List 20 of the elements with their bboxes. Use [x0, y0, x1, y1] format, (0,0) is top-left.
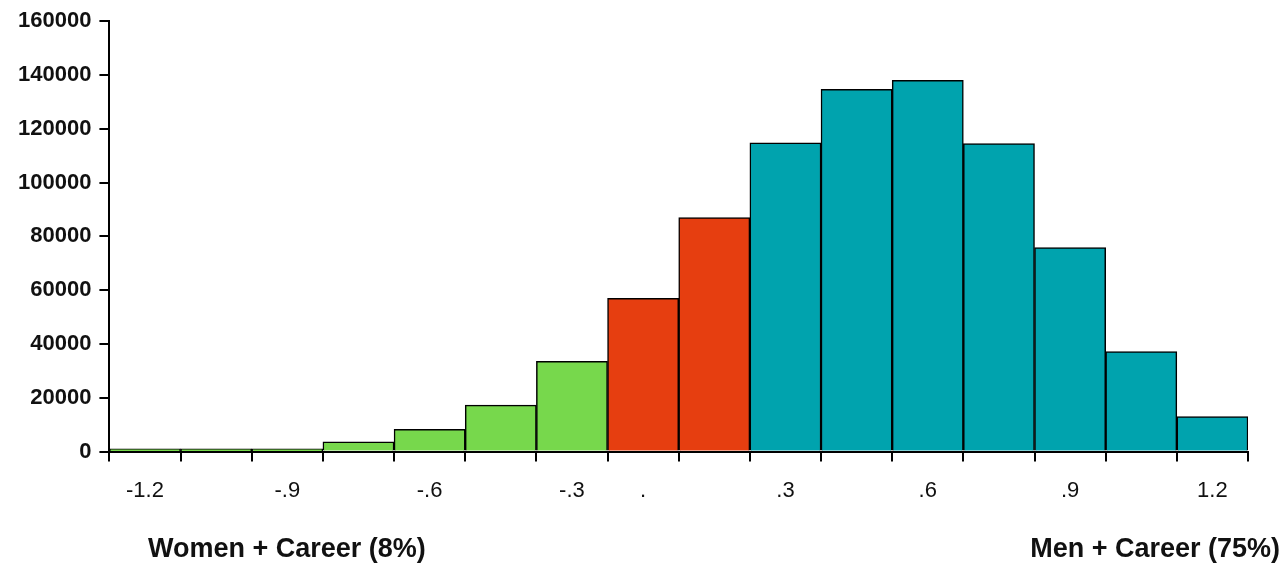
- y-tick-label: 20000: [30, 383, 92, 409]
- y-tick-label: 40000: [30, 330, 92, 356]
- y-tick-label: 60000: [30, 276, 92, 302]
- x-tick-label: .3: [776, 476, 795, 502]
- x-tick-label: -1.2: [126, 476, 164, 502]
- y-tick-label: 80000: [30, 222, 92, 248]
- y-tick-label: 100000: [17, 168, 92, 194]
- text: Men + Career (75%): [1030, 533, 1280, 564]
- x-tick-label: 1.2: [1197, 476, 1228, 502]
- x-tick-label: -.3: [559, 476, 585, 502]
- x-tick-label: -.9: [274, 476, 301, 502]
- text: Women + Career (8%): [148, 533, 426, 564]
- x-tick-label: .: [640, 476, 647, 502]
- x-tick-label: .9: [1060, 476, 1080, 502]
- x-tick-label: .6: [918, 476, 937, 502]
- y-tick-label: 120000: [17, 114, 92, 140]
- y-tick-label: 140000: [17, 61, 92, 87]
- y-tick-label: 160000: [17, 7, 92, 33]
- y-tick-label: 0: [79, 437, 92, 463]
- x-tick-label: -.6: [416, 476, 443, 502]
